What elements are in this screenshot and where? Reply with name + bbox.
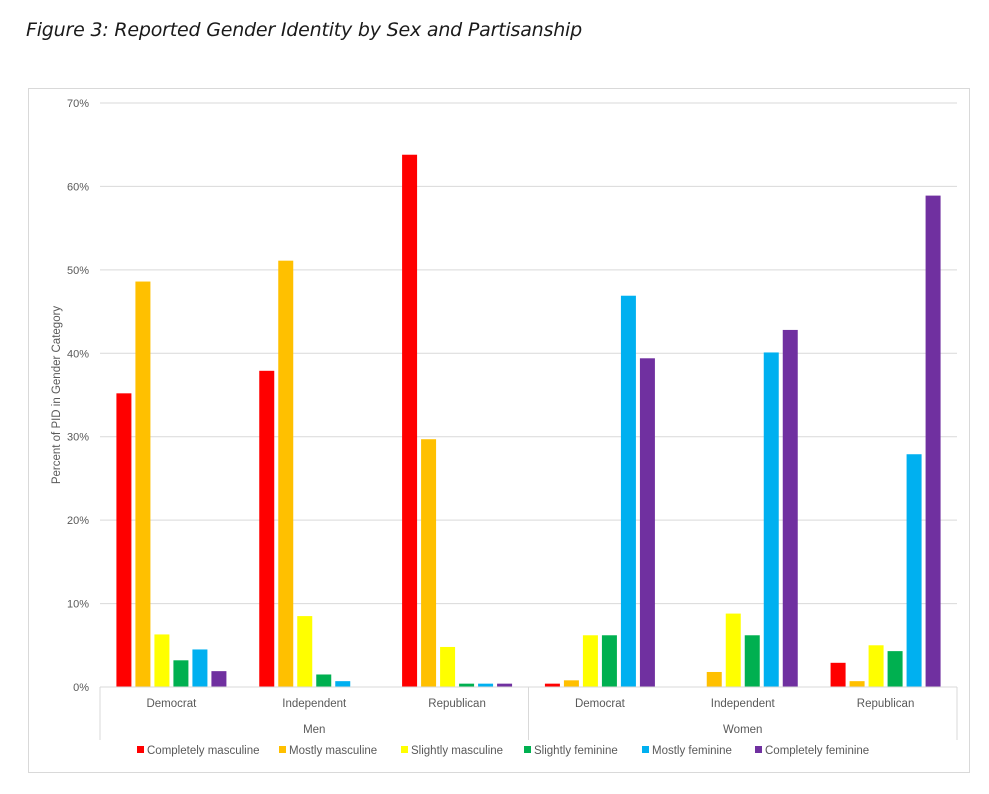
y-axis-ticks: 0% 10% 20% 30% 40% 50% 60% 70% <box>67 98 89 694</box>
x-category-label: Democrat <box>146 698 197 710</box>
legend-label: Slightly masculine <box>411 745 503 757</box>
legend-swatch <box>401 746 408 753</box>
bar-slightly-feminine <box>887 651 903 687</box>
y-tick-label: 70% <box>67 98 89 110</box>
y-tick-label: 40% <box>67 348 89 360</box>
bar-mostly-masculine <box>421 439 437 687</box>
bar-mostly-masculine <box>278 260 294 687</box>
bar-completely-masculine <box>116 393 132 687</box>
legend-item: Slightly masculine <box>401 745 503 757</box>
bar-slightly-feminine <box>173 660 189 687</box>
y-tick-label: 10% <box>67 599 89 611</box>
bar-completely-masculine <box>830 662 846 687</box>
legend-label: Slightly feminine <box>534 745 618 757</box>
bar-slightly-feminine <box>459 683 475 687</box>
bar-mostly-feminine <box>192 649 208 687</box>
y-axis-title: Percent of PID in Gender Category <box>51 306 63 485</box>
bar-mostly-feminine <box>906 454 922 687</box>
bar-mostly-masculine <box>135 281 151 687</box>
bar-slightly-feminine <box>744 635 760 687</box>
x-category-label: Independent <box>711 698 776 710</box>
bar-slightly-masculine <box>582 635 598 687</box>
legend-swatch <box>642 746 649 753</box>
bar-mostly-masculine <box>706 671 722 687</box>
legend-swatch <box>755 746 762 753</box>
bar-mostly-masculine <box>849 681 865 687</box>
x-axis: Democrat Independent Republican Democrat Ind… <box>99 686 958 740</box>
gridlines <box>100 102 957 605</box>
bar-completely-feminine <box>639 358 655 687</box>
bar-slightly-masculine <box>440 646 456 687</box>
bar-completely-feminine <box>211 671 227 687</box>
x-group-label: Women <box>723 724 762 736</box>
y-tick-label: 60% <box>67 181 89 193</box>
legend-item: Mostly masculine <box>279 745 377 757</box>
legend-swatch <box>137 746 144 753</box>
bar-mostly-feminine <box>620 295 636 687</box>
y-tick-label: 0% <box>73 682 89 694</box>
y-tick-label: 50% <box>67 265 89 277</box>
bar-mostly-feminine <box>763 352 779 687</box>
bar-mostly-masculine <box>563 680 579 687</box>
x-category-label: Republican <box>857 698 915 710</box>
bar-slightly-masculine <box>154 634 170 687</box>
legend-label: Mostly feminine <box>652 745 732 757</box>
bar-slightly-feminine <box>601 635 617 687</box>
x-category-label: Republican <box>428 698 486 710</box>
bar-completely-feminine <box>497 683 513 687</box>
bar-completely-masculine <box>259 370 275 687</box>
legend-label: Completely feminine <box>765 745 869 757</box>
y-tick-label: 20% <box>67 515 89 527</box>
legend-label: Mostly masculine <box>289 745 377 757</box>
bar-slightly-masculine <box>297 616 313 687</box>
figure-title: Figure 3: Reported Gender Identity by Se… <box>26 19 582 41</box>
bar-mostly-feminine <box>478 683 494 687</box>
bar-completely-feminine <box>925 195 941 687</box>
legend-label: Completely masculine <box>147 745 260 757</box>
bar-slightly-masculine <box>868 645 884 687</box>
bar-slightly-masculine <box>725 613 741 687</box>
legend-swatch <box>279 746 286 753</box>
legend: Completely masculine Mostly masculine Slig… <box>137 745 869 757</box>
bars <box>116 154 941 687</box>
bar-completely-masculine <box>544 683 560 687</box>
bar-mostly-feminine <box>335 681 351 687</box>
bar-completely-feminine <box>782 329 798 687</box>
bar-slightly-feminine <box>316 674 332 687</box>
x-category-label: Independent <box>282 698 347 710</box>
bar-completely-masculine <box>402 154 418 687</box>
legend-item: Completely masculine <box>137 745 260 757</box>
legend-item: Mostly feminine <box>642 745 732 757</box>
legend-swatch <box>524 746 531 753</box>
chart-frame <box>28 88 970 773</box>
legend-item: Slightly feminine <box>524 745 618 757</box>
legend-item: Completely feminine <box>755 745 869 757</box>
y-tick-label: 30% <box>67 432 89 444</box>
x-group-label: Men <box>303 724 325 736</box>
x-category-label: Democrat <box>575 698 626 710</box>
